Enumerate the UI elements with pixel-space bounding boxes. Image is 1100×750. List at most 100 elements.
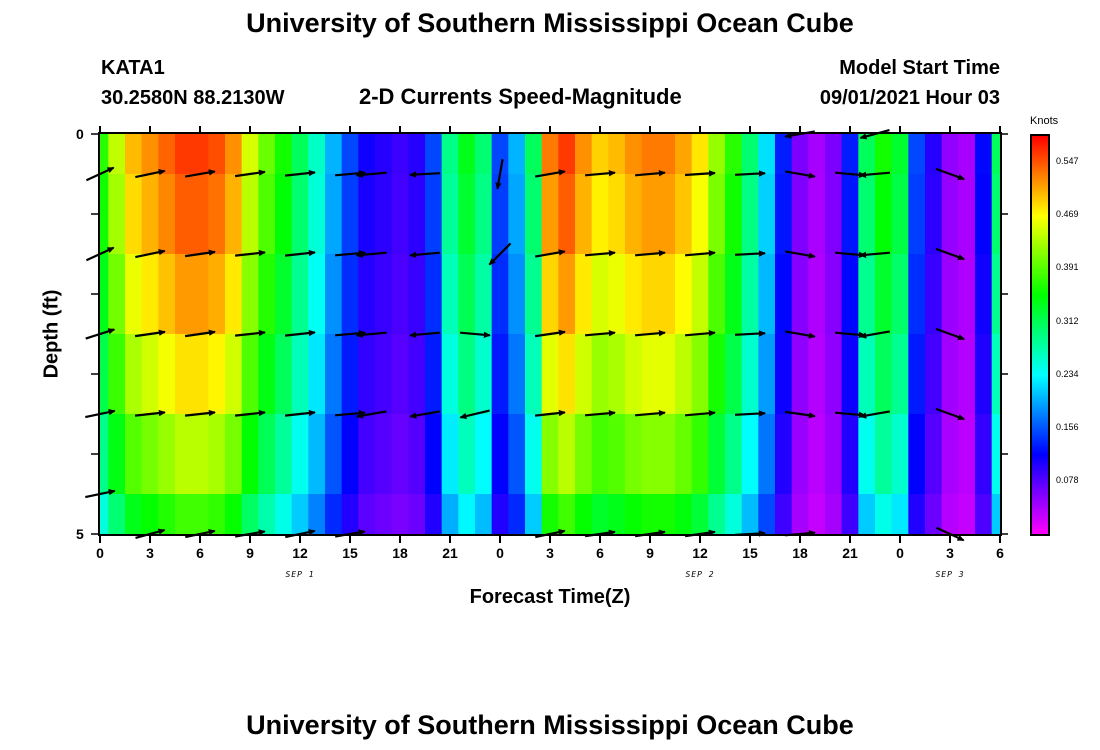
heatmap-cell: [458, 134, 476, 175]
heatmap-cell: [708, 414, 726, 495]
heatmap-cell: [441, 494, 459, 534]
x-axis-label: Forecast Time(Z): [469, 586, 631, 608]
heatmap-cell: [741, 494, 759, 534]
heatmap-cell: [991, 174, 1000, 255]
heatmap-cell: [208, 334, 226, 415]
heatmap-cell: [575, 494, 593, 534]
heatmap-cell: [100, 334, 109, 415]
heatmap-cell: [741, 134, 759, 175]
heatmap-cell: [191, 254, 209, 335]
heatmap-cell: [725, 134, 743, 175]
heatmap-cell: [225, 134, 243, 175]
heatmap-cell: [691, 494, 709, 534]
heatmap-cell: [525, 254, 543, 335]
heatmap-cell: [725, 414, 743, 495]
heatmap-cell: [941, 494, 959, 534]
heatmap-cell: [558, 134, 576, 175]
heatmap-cell: [291, 174, 309, 255]
heatmap-cell: [925, 134, 943, 175]
x-tick-label: 21: [442, 545, 458, 561]
heatmap-cell: [825, 174, 843, 255]
date-label: SEP 3: [935, 570, 965, 579]
heatmap-cell: [841, 254, 859, 335]
heatmap-cell: [175, 334, 193, 415]
heatmap-cell: [391, 174, 409, 255]
heatmap-cell: [741, 254, 759, 335]
heatmap-cell: [975, 254, 993, 335]
heatmap-cell: [341, 494, 359, 534]
heatmap-cell: [158, 334, 176, 415]
heatmap-cell: [525, 334, 543, 415]
heatmap-cell: [358, 254, 376, 335]
heatmap-cell: [191, 334, 209, 415]
heatmap-cell: [208, 414, 226, 495]
heatmap-cell: [708, 134, 726, 175]
heatmap-cell: [525, 134, 543, 175]
heatmap-cell: [858, 134, 876, 175]
heatmap-cell: [341, 134, 359, 175]
heatmap-cell: [358, 414, 376, 495]
heatmap-cell: [941, 414, 959, 495]
heatmap-cell: [541, 494, 559, 534]
heatmap-cell: [575, 134, 593, 175]
station-name: KATA1: [101, 57, 165, 79]
x-tick-label: 9: [646, 545, 654, 561]
heatmap-cell: [591, 494, 609, 534]
heatmap-cell: [625, 494, 643, 534]
heatmap-cell: [125, 334, 143, 415]
colorbar-tick-label: 0.469: [1056, 209, 1079, 220]
heatmap-cell: [825, 414, 843, 495]
heatmap-cell: [125, 134, 143, 175]
heatmap-cell: [591, 134, 609, 175]
heatmap-cell: [575, 174, 593, 255]
heatmap-cell: [558, 254, 576, 335]
heatmap-cell: [475, 174, 493, 255]
heatmap-cell: [791, 494, 809, 534]
x-tick-label: 6: [196, 545, 204, 561]
heatmap-cell: [125, 494, 143, 534]
y-tick-label: 0: [76, 126, 84, 142]
heatmap-cell: [591, 174, 609, 255]
heatmap-cell: [275, 414, 293, 495]
heatmap-cell: [391, 254, 409, 335]
heatmap-cell: [141, 334, 159, 415]
heatmap-cell: [941, 334, 959, 415]
heatmap-cell: [158, 494, 176, 534]
x-tick-label: 0: [496, 545, 504, 561]
heatmap-cell: [275, 134, 293, 175]
heatmap-cell: [258, 334, 276, 415]
heatmap-cell: [108, 174, 126, 255]
date-label: SEP 2: [685, 570, 715, 579]
x-tick-label: 3: [946, 545, 954, 561]
heatmap-cell: [741, 414, 759, 495]
heatmap-cell: [641, 414, 659, 495]
heatmap: [100, 134, 1000, 534]
heatmap-cell: [175, 174, 193, 255]
heatmap-cell: [625, 414, 643, 495]
heatmap-cell: [958, 134, 976, 175]
colorbar-tick-label: 0.234: [1056, 369, 1079, 380]
heatmap-cell: [708, 494, 726, 534]
heatmap-cell: [858, 254, 876, 335]
heatmap-cell: [308, 254, 326, 335]
heatmap-cell: [325, 334, 343, 415]
heatmap-cell: [875, 174, 893, 255]
heatmap-cell: [608, 414, 626, 495]
heatmap-cell: [708, 254, 726, 335]
heatmap-cell: [475, 254, 493, 335]
heatmap-cell: [525, 494, 543, 534]
heatmap-cell: [625, 334, 643, 415]
x-tick-label: 21: [842, 545, 858, 561]
heatmap-cell: [908, 414, 926, 495]
heatmap-cell: [641, 494, 659, 534]
heatmap-cell: [725, 174, 743, 255]
x-tick-label: 6: [596, 545, 604, 561]
heatmap-cell: [258, 494, 276, 534]
heatmap-cell: [608, 174, 626, 255]
station-coords: 30.2580N 88.2130W: [101, 87, 285, 109]
heatmap-cell: [208, 134, 226, 175]
model-start-value: 09/01/2021 Hour 03: [819, 87, 1000, 109]
heatmap-cell: [875, 134, 893, 175]
heatmap-cell: [425, 494, 443, 534]
x-tick-label: 18: [392, 545, 408, 561]
